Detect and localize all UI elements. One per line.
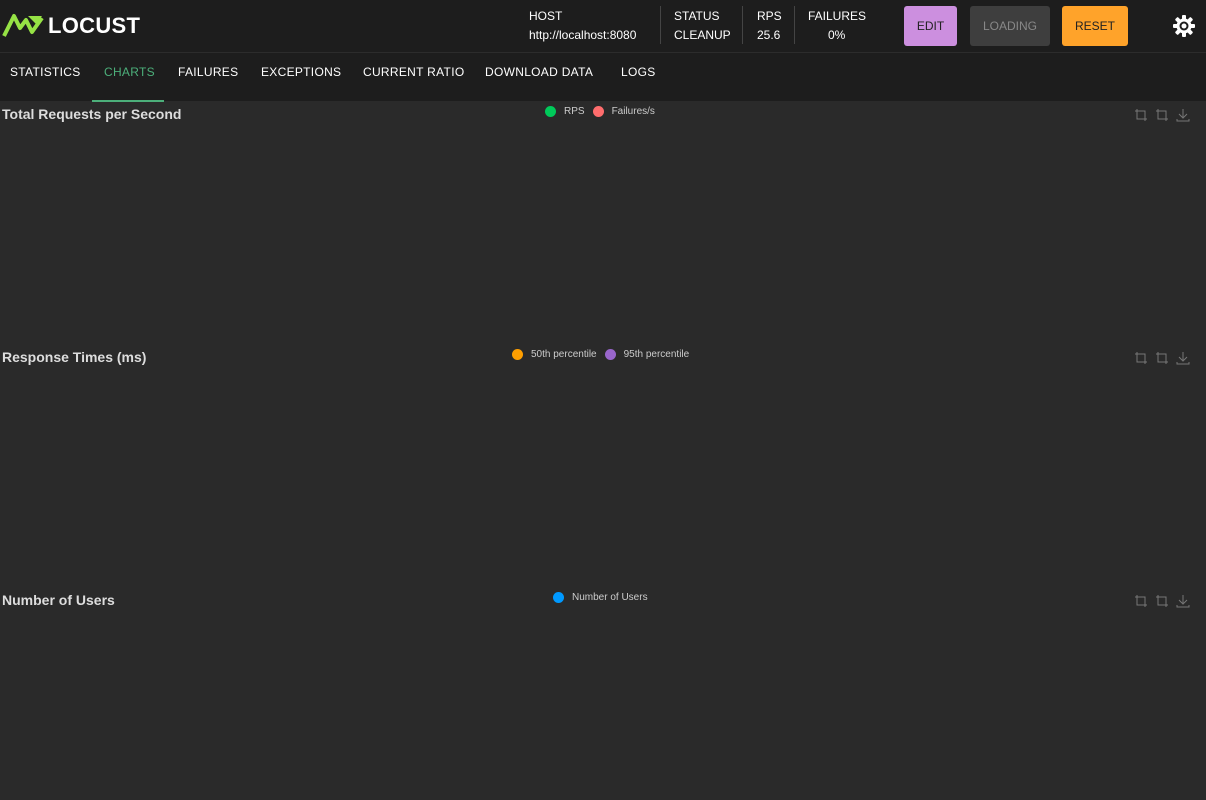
status-label: STATUS [674, 9, 720, 23]
edit-button[interactable]: EDIT [904, 6, 957, 46]
response-times-chart: Response Times (ms) 50th percentile 95th… [0, 349, 1206, 579]
download-icon[interactable] [1176, 594, 1190, 608]
host-label: HOST [529, 9, 563, 23]
loading-button[interactable]: LOADING [970, 6, 1050, 46]
rps-value: 25.6 [757, 28, 781, 42]
chart-legend: Number of Users [553, 592, 656, 603]
response-times-plot [0, 349, 1206, 579]
legend-dot-icon [592, 106, 604, 117]
legend-dot-icon [512, 349, 523, 360]
legend-label: 95th percentile [623, 349, 690, 360]
tab-logs[interactable]: LOGS [621, 65, 656, 79]
legend-item-users[interactable]: Number of Users [553, 592, 648, 603]
download-icon[interactable] [1176, 108, 1190, 122]
tab-statistics[interactable]: STATISTICS [10, 65, 81, 79]
reset-button[interactable]: RESET [1062, 6, 1128, 46]
logo-text: LOCUST [48, 13, 141, 38]
rps-label: RPS [757, 9, 782, 23]
tab-failures[interactable]: FAILURES [178, 65, 239, 79]
legend-dot-icon [545, 106, 556, 117]
locust-logo-icon [2, 14, 44, 37]
zoom-reset-icon[interactable] [1155, 351, 1169, 365]
legend-item-failures[interactable]: Failures/s [592, 106, 655, 117]
active-tab-indicator [92, 100, 164, 102]
failures-stat: FAILURES 0% [808, 0, 866, 52]
tab-bar: STATISTICS CHARTS FAILURES EXCEPTIONS CU… [0, 52, 1206, 102]
legend-item-rps[interactable]: RPS [545, 106, 585, 117]
chart-title: Number of Users [2, 592, 115, 608]
divider [742, 6, 743, 44]
legend-label: Number of Users [572, 592, 648, 603]
legend-item-p95[interactable]: 95th percentile [604, 349, 690, 360]
chart-legend: RPS Failures/s [545, 106, 663, 117]
divider [794, 6, 795, 44]
chart-legend: 50th percentile 95th percentile [512, 349, 697, 360]
users-plot [0, 592, 1206, 800]
legend-label: Failures/s [611, 106, 655, 117]
status-value: CLEANUP [674, 28, 731, 42]
app-header: LOCUST HOST http://localhost:8080 STATUS… [0, 0, 1206, 52]
legend-label: RPS [564, 106, 585, 117]
rps-plot [0, 106, 1206, 336]
divider [660, 6, 661, 44]
failures-label: FAILURES [808, 9, 867, 23]
zoom-reset-icon[interactable] [1155, 594, 1169, 608]
failures-value: 0% [828, 28, 846, 42]
legend-dot-icon [553, 592, 564, 603]
legend-item-p50[interactable]: 50th percentile [512, 349, 597, 360]
gear-icon[interactable] [1172, 14, 1196, 38]
tab-download-data[interactable]: DOWNLOAD DATA [485, 65, 594, 79]
zoom-reset-icon[interactable] [1155, 108, 1169, 122]
chart-title: Total Requests per Second [2, 106, 182, 122]
users-chart: Number of Users Number of Users 02,0004,… [0, 592, 1206, 800]
host-value: http://localhost:8080 [529, 28, 637, 42]
logo: LOCUST [2, 12, 140, 40]
tab-current-ratio[interactable]: CURRENT RATIO [363, 65, 465, 79]
tab-exceptions[interactable]: EXCEPTIONS [261, 65, 342, 79]
rps-chart: Total Requests per Second RPS Failures/s… [0, 106, 1206, 336]
legend-label: 50th percentile [531, 349, 597, 360]
download-icon[interactable] [1176, 351, 1190, 365]
legend-dot-icon [604, 349, 616, 360]
chart-title: Response Times (ms) [2, 349, 147, 365]
tab-charts[interactable]: CHARTS [104, 65, 155, 79]
